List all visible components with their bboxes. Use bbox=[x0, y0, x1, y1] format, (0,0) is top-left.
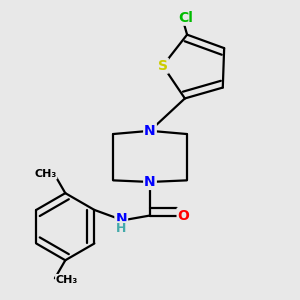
Text: Cl: Cl bbox=[178, 11, 193, 25]
Text: N: N bbox=[144, 175, 156, 189]
Text: CH₃: CH₃ bbox=[56, 275, 78, 285]
Text: O: O bbox=[178, 208, 190, 223]
Text: S: S bbox=[158, 59, 168, 73]
Text: N: N bbox=[144, 124, 156, 138]
Text: N: N bbox=[116, 212, 127, 226]
Text: CH₃: CH₃ bbox=[34, 169, 56, 178]
Text: H: H bbox=[116, 222, 126, 235]
